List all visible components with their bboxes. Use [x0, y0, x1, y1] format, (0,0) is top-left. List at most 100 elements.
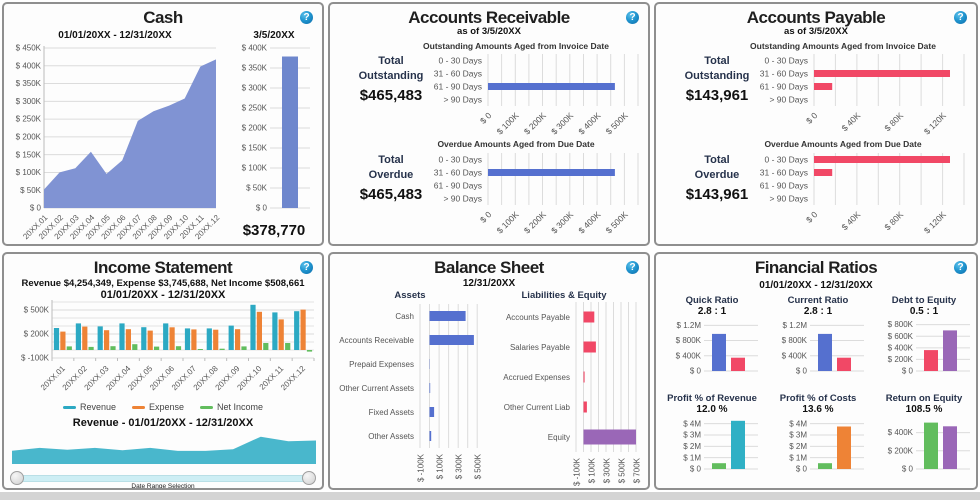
- bar[interactable]: [943, 330, 957, 371]
- bar[interactable]: [924, 422, 938, 469]
- bar-other-assets[interactable]: [429, 431, 432, 441]
- bar-expense[interactable]: [125, 329, 131, 350]
- bar-expense[interactable]: [147, 330, 153, 350]
- ratio-value: 12.0 %: [696, 404, 728, 415]
- bar[interactable]: [282, 56, 298, 209]
- bar-expense[interactable]: [256, 311, 262, 350]
- bar-expense[interactable]: [104, 330, 110, 350]
- tick-label: $ 0: [796, 465, 808, 474]
- bar-revenue[interactable]: [206, 328, 212, 350]
- bar-revenue[interactable]: [272, 312, 278, 350]
- bar-accounts-receivable[interactable]: [429, 335, 474, 345]
- bar-revenue[interactable]: [97, 326, 103, 350]
- bar-net-income[interactable]: [285, 343, 291, 350]
- bar-expense[interactable]: [191, 329, 197, 350]
- ap-overdue-svg: 0 - 30 Days 31 - 60 Days 61 - 90 Days > 90 …: [760, 153, 965, 235]
- ar-overdue-amount: $465,483: [359, 186, 423, 203]
- bar-net-income[interactable]: [175, 346, 182, 350]
- help-icon[interactable]: ?: [954, 11, 967, 24]
- bar-net-income[interactable]: [132, 344, 138, 350]
- tick-label: $ 100K: [495, 110, 521, 136]
- help-icon[interactable]: ?: [954, 261, 967, 274]
- tick-label: $ 300K: [455, 453, 464, 479]
- bar-other-current-liab[interactable]: [583, 401, 587, 413]
- bar-31-60-days[interactable]: [814, 70, 950, 77]
- bar-revenue[interactable]: [141, 327, 147, 350]
- area-series[interactable]: [44, 59, 216, 209]
- tick-label: $ 200K: [242, 124, 268, 133]
- bar-net-income[interactable]: [88, 346, 94, 350]
- bar-61-90-days[interactable]: [814, 83, 833, 90]
- slider-handle-left[interactable]: [10, 471, 24, 485]
- panel-accounts-receivable: Accounts Receivable ? as of 3/5/20XX Out…: [328, 2, 650, 246]
- bar-revenue[interactable]: [184, 328, 191, 350]
- liabilities-equity-header: Liabilities & Equity: [521, 290, 607, 301]
- bar-61-90-days[interactable]: [488, 83, 615, 90]
- bar-revenue[interactable]: [53, 328, 60, 350]
- bar-expense[interactable]: [235, 329, 241, 350]
- bar[interactable]: [731, 420, 745, 469]
- bar-net-income[interactable]: [241, 346, 247, 350]
- help-icon[interactable]: ?: [626, 11, 639, 24]
- bar-net-income[interactable]: [197, 349, 203, 350]
- help-icon[interactable]: ?: [300, 261, 313, 274]
- bar-equity[interactable]: [583, 429, 637, 445]
- date-range-slider[interactable]: [10, 471, 316, 486]
- help-icon[interactable]: ?: [626, 261, 639, 274]
- bar-expense[interactable]: [300, 309, 306, 350]
- bar-31-60-days[interactable]: [488, 169, 615, 176]
- income-selector-svg: [12, 436, 316, 464]
- cash-asof-label: 3/5/20XX: [253, 30, 295, 41]
- bar-revenue[interactable]: [119, 323, 125, 350]
- tick-label: Equity: [548, 433, 570, 442]
- bar-net-income[interactable]: [263, 343, 269, 350]
- bar-accrued-expenses[interactable]: [583, 371, 585, 383]
- bar-expense[interactable]: [60, 331, 66, 350]
- bar[interactable]: [731, 357, 745, 371]
- bar-fixed-assets[interactable]: [429, 407, 435, 417]
- bar-cash[interactable]: [429, 311, 466, 321]
- help-icon[interactable]: ?: [300, 11, 313, 24]
- quick-ratio-chart: $ 0 $ 400K $ 800K $ 1.2M: [659, 317, 765, 377]
- bar-expense[interactable]: [82, 326, 88, 350]
- bar-31-60-days[interactable]: [814, 169, 833, 176]
- bar-net-income[interactable]: [110, 346, 116, 350]
- slider-track[interactable]: [12, 475, 314, 482]
- bar-salaries-payable[interactable]: [583, 341, 596, 353]
- bar-accounts-payable[interactable]: [583, 311, 595, 323]
- bar-expense[interactable]: [169, 327, 175, 350]
- ratio-cell-profit-pct-revenue: Profit % of Revenue 12.0 % $ 0 $ 1M $ 2M $ …: [659, 392, 765, 488]
- bar-expense[interactable]: [213, 329, 219, 350]
- bar-net-income[interactable]: [219, 348, 225, 350]
- bar-other-current-assets[interactable]: [429, 383, 431, 393]
- bar-expense[interactable]: [278, 319, 284, 350]
- bar[interactable]: [712, 333, 726, 371]
- bar[interactable]: [818, 333, 832, 371]
- bar-revenue[interactable]: [75, 323, 81, 350]
- tick-label: > 90 Days: [769, 194, 808, 204]
- tick-label: $ 400K: [16, 61, 42, 70]
- tick-label: $ -100K: [21, 354, 50, 363]
- selector-area[interactable]: [12, 436, 316, 464]
- bar-net-income[interactable]: [66, 346, 72, 350]
- bar-revenue[interactable]: [163, 323, 169, 350]
- bar-0-30-days[interactable]: [814, 156, 950, 163]
- bar-net-income[interactable]: [154, 346, 160, 350]
- income-monthly-chart: $ -100K $ 200K $ 500K 20XX.01 20XX.02 20XX.03…: [4, 300, 322, 400]
- ratio-name: Profit % of Revenue: [667, 393, 757, 404]
- bar-revenue[interactable]: [250, 304, 256, 350]
- bar[interactable]: [837, 426, 851, 470]
- bar[interactable]: [818, 463, 832, 469]
- bar[interactable]: [924, 350, 938, 371]
- slider-handle-right[interactable]: [302, 471, 316, 485]
- bar[interactable]: [943, 426, 957, 469]
- bar-revenue[interactable]: [294, 311, 300, 350]
- ar-overdue-chart: 0 - 30 Days 31 - 60 Days 61 - 90 Days > 90 …: [426, 149, 648, 244]
- ap-overdue-total: Total Overdue $143,961: [664, 153, 770, 203]
- tick-label: 0 - 30 Days: [765, 56, 808, 66]
- bar-net-income[interactable]: [306, 350, 313, 352]
- tick-label: $ 500K: [474, 453, 483, 479]
- bar[interactable]: [712, 463, 726, 469]
- bar[interactable]: [837, 357, 851, 371]
- bar-revenue[interactable]: [228, 325, 234, 350]
